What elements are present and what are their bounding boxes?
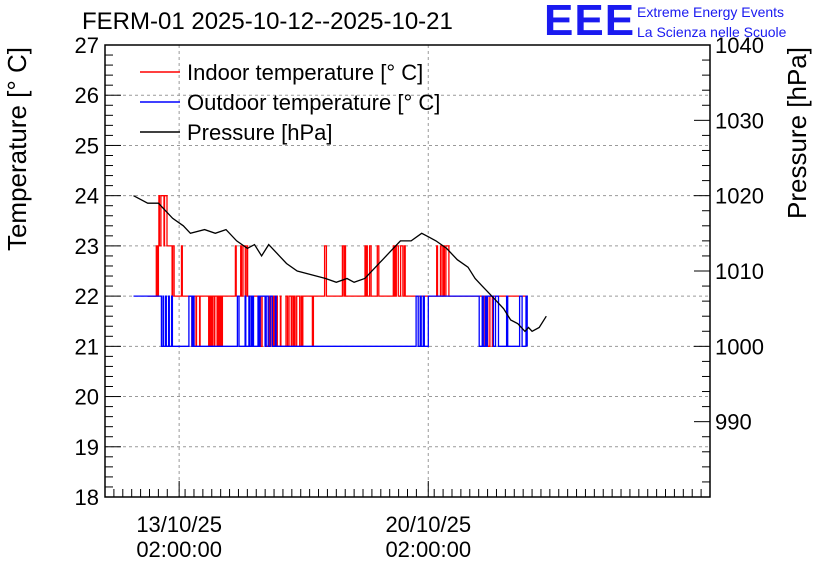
series-line-1 xyxy=(133,295,528,347)
legend-label: Outdoor temperature [° C] xyxy=(187,90,440,115)
eee-logo-line2: La Scienza nelle Scuole xyxy=(637,24,787,40)
y-tick-label: 27 xyxy=(75,33,99,58)
y-tick-label: 18 xyxy=(75,485,99,510)
y2-tick-label: 1000 xyxy=(715,334,764,359)
y-tick-label: 20 xyxy=(75,385,99,410)
y2-tick-label: 1030 xyxy=(715,108,764,133)
eee-logo-line1: Extreme Energy Events xyxy=(637,4,785,20)
series-line-2 xyxy=(133,195,547,333)
legend-label: Indoor temperature [° C] xyxy=(187,60,423,85)
y2-tick-label: 990 xyxy=(715,410,752,435)
y-tick-label: 24 xyxy=(75,184,99,209)
x-tick-date: 20/10/25 xyxy=(385,512,471,537)
y2-tick-label: 1020 xyxy=(715,184,764,209)
y2-tick-label: 1010 xyxy=(715,259,764,284)
y2-axis-title: Pressure [hPa] xyxy=(782,47,812,219)
y2-tick-label: 1040 xyxy=(715,33,764,58)
x-tick-time: 02:00:00 xyxy=(385,537,471,562)
x-tick-date: 13/10/25 xyxy=(136,512,222,537)
y-tick-label: 19 xyxy=(75,435,99,460)
y-axis-title: Temperature [° C] xyxy=(2,47,32,251)
eee-logo: EEE xyxy=(544,0,636,45)
y-tick-label: 26 xyxy=(75,83,99,108)
y-tick-label: 25 xyxy=(75,133,99,158)
y-tick-label: 21 xyxy=(75,334,99,359)
y-tick-label: 23 xyxy=(75,234,99,259)
legend-label: Pressure [hPa] xyxy=(187,120,333,145)
x-tick-time: 02:00:00 xyxy=(136,537,222,562)
chart-title: FERM-01 2025-10-12--2025-10-21 xyxy=(82,8,453,35)
y-tick-label: 22 xyxy=(75,284,99,309)
